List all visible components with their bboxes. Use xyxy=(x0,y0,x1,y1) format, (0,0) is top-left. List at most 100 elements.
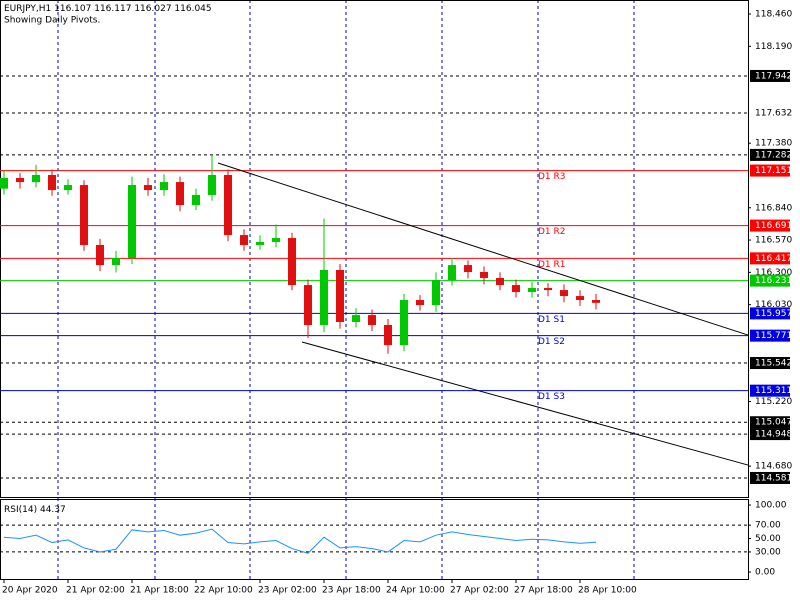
level-box xyxy=(750,428,790,441)
level-box xyxy=(750,471,790,484)
y-tick-label: 118.460 xyxy=(755,9,792,19)
rsi-line xyxy=(3,528,597,554)
pivot-value-label: 115.771 xyxy=(755,331,792,341)
level-label: 115.542 xyxy=(755,359,792,369)
level-label: 117.942 xyxy=(755,71,792,81)
y-tick-label: 117.380 xyxy=(755,139,792,149)
candle-body xyxy=(272,238,280,242)
candle-body xyxy=(464,265,472,273)
pivot-value-label: 116.691 xyxy=(755,221,792,231)
candle-body xyxy=(496,277,504,286)
candle-body xyxy=(304,285,312,325)
candle-body xyxy=(48,174,56,191)
candle-body xyxy=(352,315,360,323)
candle-body xyxy=(256,241,264,245)
y-tick-label: 115.220 xyxy=(755,397,792,407)
candle-body xyxy=(512,285,520,292)
rsi-title: RSI(14) 44.37 xyxy=(4,505,66,515)
candle-body xyxy=(240,235,248,245)
candle-body xyxy=(144,185,152,191)
pivot-name: D1 R3 xyxy=(538,172,566,182)
pivot-value-label: 115.311 xyxy=(755,386,792,396)
candle-body xyxy=(80,185,88,245)
rsi-y-tick-label: 50.00 xyxy=(755,534,781,544)
pivot-box xyxy=(750,384,790,397)
level-label: 114.948 xyxy=(755,430,792,440)
level-label: 114.581 xyxy=(755,473,792,483)
y-tick-label: 116.300 xyxy=(755,268,792,278)
y-tick-label: 118.190 xyxy=(755,42,792,52)
level-box xyxy=(750,148,790,161)
x-tick-label: 24 Apr 10:00 xyxy=(386,586,445,596)
y-tick-label: 114.680 xyxy=(755,462,792,472)
y-tick-label: 116.030 xyxy=(755,300,792,310)
x-tick-label: 21 Apr 18:00 xyxy=(130,586,189,596)
rsi-y-tick-label: 30.00 xyxy=(755,547,781,557)
trendline xyxy=(217,162,749,336)
pivot-box xyxy=(750,307,790,320)
candle-body xyxy=(96,244,104,266)
candle-body xyxy=(416,299,424,306)
level-label: 115.047 xyxy=(755,418,792,428)
pivot-name: D1 R2 xyxy=(538,227,566,237)
candle-body xyxy=(368,315,376,325)
pivot-name: D1 R1 xyxy=(538,260,566,270)
x-tick-label: 20 Apr 2020 xyxy=(2,586,58,596)
candle-body xyxy=(384,324,392,346)
candle-body xyxy=(208,174,216,195)
candle-body xyxy=(224,174,232,236)
candle-body xyxy=(128,185,136,259)
candle-body xyxy=(160,182,168,191)
x-tick-label: 28 Apr 10:00 xyxy=(578,586,637,596)
candle-body xyxy=(592,299,600,303)
candle-body xyxy=(288,238,296,286)
y-tick-label: 116.840 xyxy=(755,203,792,213)
level-label: 117.282 xyxy=(755,150,792,160)
rsi-y-tick-label: 70.00 xyxy=(755,521,781,531)
pivot-value-label: 116.231 xyxy=(755,276,792,286)
candle-body xyxy=(480,272,488,278)
x-tick-label: 23 Apr 02:00 xyxy=(258,586,317,596)
pivot-box xyxy=(750,164,790,177)
header: EURJPY,H1 116.107 116.117 116.027 116.04… xyxy=(4,4,212,14)
pivot-value-label: 116.417 xyxy=(755,254,792,264)
candle-body xyxy=(32,174,40,183)
rsi-y-tick-label: 0.00 xyxy=(755,568,775,578)
pivot-box xyxy=(750,274,790,287)
level-box xyxy=(750,357,790,370)
vertical-grid xyxy=(57,0,635,580)
candle-body xyxy=(320,269,328,325)
candle-body xyxy=(544,288,552,291)
x-tick-label: 22 Apr 10:00 xyxy=(194,586,253,596)
x-tick-label: 27 Apr 02:00 xyxy=(450,586,509,596)
rsi-y-tick-label: 100.00 xyxy=(755,501,787,511)
candle-body xyxy=(16,177,24,183)
pivot-box xyxy=(750,329,790,342)
candle-body xyxy=(336,269,344,323)
candle-body xyxy=(192,194,200,206)
candle-body xyxy=(64,185,72,191)
candle-body xyxy=(112,258,120,266)
level-box xyxy=(750,69,790,82)
pivot-box xyxy=(750,252,790,265)
level-box xyxy=(750,416,790,429)
pivot-value-label: 115.957 xyxy=(755,309,792,319)
main-frame xyxy=(0,0,749,498)
y-tick-label: 116.570 xyxy=(755,236,792,246)
x-tick-label: 21 Apr 02:00 xyxy=(66,586,125,596)
pivot-box xyxy=(750,219,790,232)
candle-body xyxy=(448,265,456,281)
candle-body xyxy=(560,290,568,297)
candle-body xyxy=(432,280,440,306)
rsi-frame xyxy=(0,499,749,580)
candle-body xyxy=(400,299,408,346)
pivot-value-label: 117.151 xyxy=(755,166,792,176)
candle-body xyxy=(528,288,536,292)
x-tick-label: 23 Apr 18:00 xyxy=(322,586,381,596)
candle-body xyxy=(176,182,184,206)
pivot-name: D1 S2 xyxy=(538,337,565,347)
level-label: 117.632 xyxy=(755,109,792,119)
candle-body xyxy=(576,296,584,300)
pivot-name: D1 S1 xyxy=(538,315,565,325)
